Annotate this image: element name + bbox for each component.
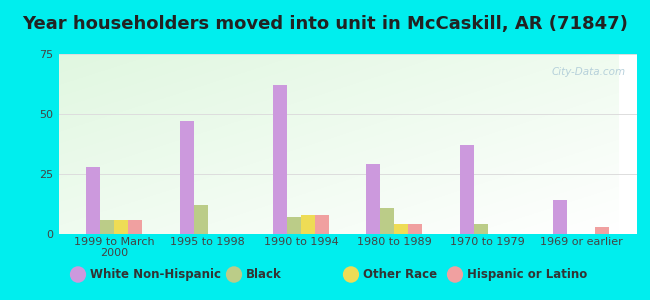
Text: White Non-Hispanic: White Non-Hispanic	[90, 268, 221, 281]
Text: Other Race: Other Race	[363, 268, 437, 281]
Text: Year householders moved into unit in McCaskill, AR (71847): Year householders moved into unit in McC…	[22, 15, 628, 33]
Bar	[367, 164, 380, 234]
Bar	[301, 215, 315, 234]
Bar	[395, 224, 408, 234]
Bar	[595, 227, 609, 234]
Bar	[101, 220, 114, 234]
Bar	[460, 145, 474, 234]
Bar	[114, 220, 129, 234]
Bar	[474, 224, 488, 234]
Bar	[194, 205, 208, 234]
Bar	[380, 208, 395, 234]
Text: City-Data.com: City-Data.com	[551, 67, 625, 76]
Bar	[86, 167, 101, 234]
Text: Hispanic or Latino: Hispanic or Latino	[467, 268, 587, 281]
Bar	[408, 224, 422, 234]
Bar	[129, 220, 142, 234]
Bar	[553, 200, 567, 234]
Bar	[180, 121, 194, 234]
Bar	[315, 215, 329, 234]
Text: Black: Black	[246, 268, 281, 281]
Bar	[287, 217, 301, 234]
Bar	[273, 85, 287, 234]
